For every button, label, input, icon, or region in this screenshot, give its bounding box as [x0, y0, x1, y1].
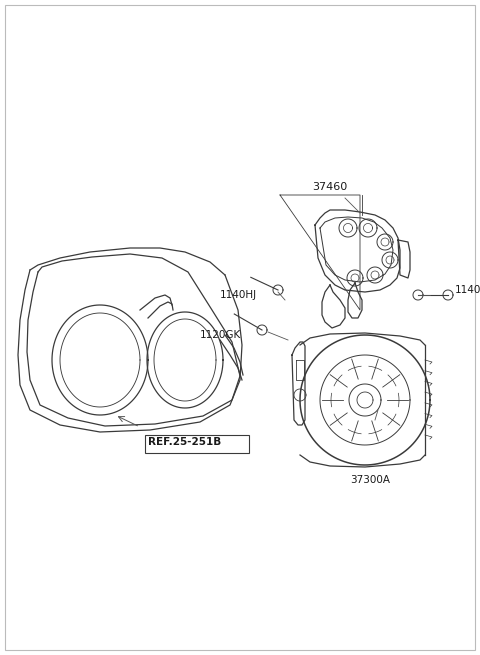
Text: 37460: 37460: [312, 182, 348, 192]
Text: 37300A: 37300A: [350, 475, 390, 485]
Text: 1140HJ: 1140HJ: [220, 290, 257, 300]
Text: 1120GK: 1120GK: [200, 330, 241, 340]
Text: 1140FM: 1140FM: [455, 285, 480, 295]
Text: REF.25-251B: REF.25-251B: [148, 437, 221, 447]
